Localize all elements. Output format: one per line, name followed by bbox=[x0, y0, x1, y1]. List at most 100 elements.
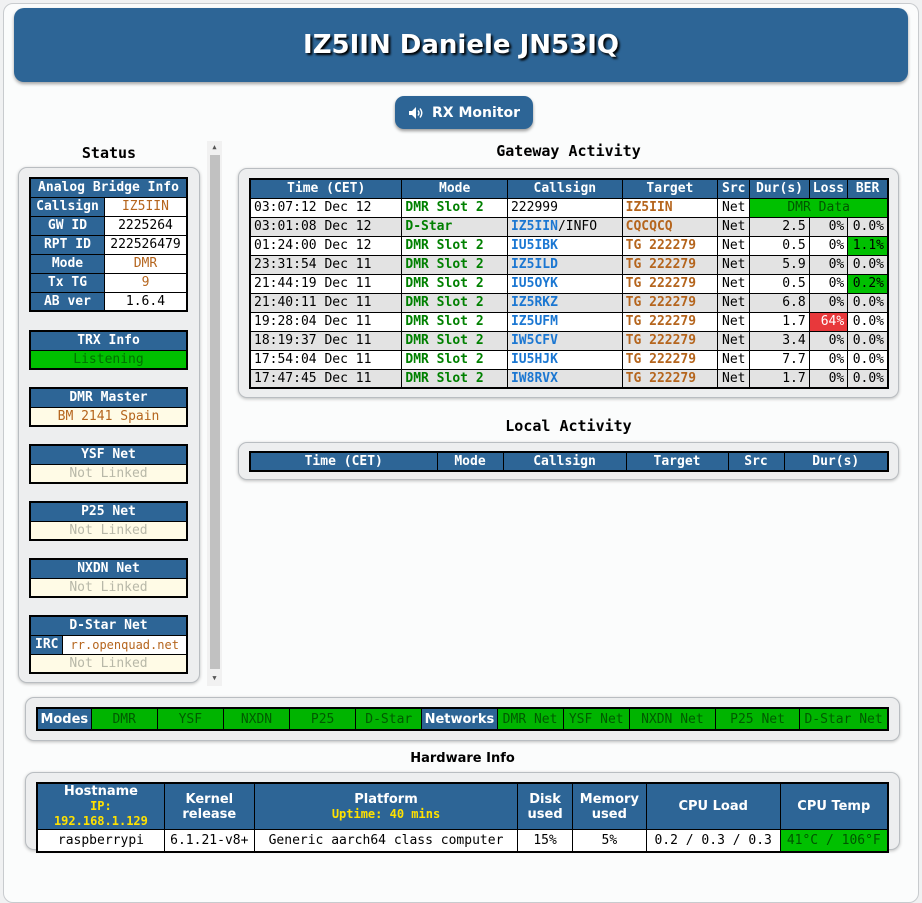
table-row: RPT ID 222526479 bbox=[29, 234, 188, 255]
trx-info-title: TRX Info bbox=[29, 330, 188, 351]
scroll-down-arrow-icon[interactable]: ▼ bbox=[212, 674, 217, 682]
cell-callsign: 222999 bbox=[506, 197, 623, 218]
memory-header: Memory used bbox=[571, 782, 647, 830]
cell-callsign: IZ5IIN/INFO bbox=[506, 216, 623, 237]
cell-dur: 5.9 bbox=[749, 254, 810, 275]
callsign-link[interactable]: IU5IBK bbox=[510, 238, 558, 253]
table-row: 03:07:12 Dec 12 DMR Slot 2 222999 IZ5IIN Net… bbox=[249, 197, 889, 218]
cell-callsign: IU5IBK bbox=[506, 235, 623, 256]
mode-dmr-status: DMR bbox=[90, 707, 158, 731]
memory-value: 5% bbox=[571, 829, 647, 852]
col-src: Src bbox=[727, 451, 785, 472]
cell-src: Net bbox=[717, 330, 751, 351]
cell-target: IZ5IIN bbox=[621, 197, 719, 218]
cell-loss: 0% bbox=[808, 216, 849, 237]
cell-loss: 0% bbox=[808, 330, 849, 351]
callsign-link[interactable]: IU5HJK bbox=[510, 352, 558, 367]
page-title: IZ5IIN Daniele JN53IQ bbox=[303, 30, 619, 60]
cell-dur: 3.4 bbox=[749, 330, 810, 351]
status-scrollbar[interactable]: ▲ ▼ bbox=[207, 141, 222, 686]
speaker-icon bbox=[409, 106, 423, 119]
cell-loss: 0% bbox=[808, 254, 849, 275]
cell-src: Net bbox=[717, 368, 751, 389]
ab-value: 9 bbox=[103, 272, 188, 293]
cell-mode: DMR Slot 2 bbox=[401, 254, 508, 275]
cell-src: Net bbox=[717, 311, 751, 332]
col-mode: Mode bbox=[436, 451, 504, 472]
col-dur: Dur(s) bbox=[783, 451, 889, 472]
cell-dur: 2.5 bbox=[749, 216, 810, 237]
cell-time: 21:40:11 Dec 11 bbox=[249, 292, 403, 313]
col-callsign: Callsign bbox=[502, 451, 627, 472]
scrollbar-thumb[interactable] bbox=[210, 155, 220, 669]
table-row: Tx TG 9 bbox=[29, 272, 188, 293]
ab-label: RPT ID bbox=[29, 234, 105, 255]
cell-dur: 7.7 bbox=[749, 349, 810, 370]
table-row: 23:31:54 Dec 11 DMR Slot 2 IZ5ILD TG 222279… bbox=[249, 254, 889, 275]
ab-value: DMR bbox=[103, 253, 188, 274]
callsign-link[interactable]: IW5CFV bbox=[510, 333, 558, 348]
cell-callsign: IU5OYK bbox=[506, 273, 623, 294]
callsign-link[interactable]: IZ5ILD bbox=[510, 257, 558, 272]
disk-label: Disk bbox=[529, 791, 561, 807]
cell-src: Net bbox=[717, 216, 751, 237]
memory-label-2: used bbox=[591, 806, 627, 822]
ip-address: IP: 192.168.1.129 bbox=[53, 799, 148, 828]
callsign-link[interactable]: IZ5RKZ bbox=[510, 295, 558, 310]
cell-callsign: IZ5RKZ bbox=[506, 292, 623, 313]
ab-value: 2225264 bbox=[103, 215, 188, 236]
cell-mode: DMR Slot 2 bbox=[401, 292, 508, 313]
cell-target: TG 222279 bbox=[621, 311, 719, 332]
callsign-link[interactable]: IU5OYK bbox=[510, 276, 558, 291]
disk-label-2: used bbox=[527, 806, 563, 822]
cell-loss: 0% bbox=[808, 349, 849, 370]
cell-dmr-data: DMR Data bbox=[749, 197, 889, 218]
trx-info-table: TRX Info Listening bbox=[29, 330, 188, 370]
hardware-info-title: Hardware Info bbox=[410, 751, 515, 766]
cell-mode: DMR Slot 2 bbox=[401, 330, 508, 351]
col-loss: Loss bbox=[808, 178, 849, 199]
cell-time: 01:24:00 Dec 12 bbox=[249, 235, 403, 256]
cell-callsign: IZ5UFM bbox=[506, 311, 623, 332]
ysf-net-value: Not Linked bbox=[29, 463, 188, 484]
p25-net-value: Not Linked bbox=[29, 520, 188, 541]
cell-src: Net bbox=[717, 197, 751, 218]
dstar-net-table: D-Star Net IRC rr.openquad.net Not Linke… bbox=[29, 615, 188, 674]
scroll-up-arrow-icon[interactable]: ▲ bbox=[212, 143, 217, 151]
kernel-value: 6.1.21-v8+ bbox=[163, 829, 255, 852]
callsign-link[interactable]: IZ5IIN bbox=[510, 219, 558, 234]
table-row: AB ver 1.6.4 bbox=[29, 291, 188, 312]
gateway-activity-title: Gateway Activity bbox=[496, 142, 641, 160]
cell-callsign: IW5CFV bbox=[506, 330, 623, 351]
nxdn-net-value: Not Linked bbox=[29, 577, 188, 598]
trx-status: Listening bbox=[29, 349, 188, 370]
table-row: 19:28:04 Dec 11 DMR Slot 2 IZ5UFM TG 222279… bbox=[249, 311, 889, 332]
kernel-header: Kernel release bbox=[163, 782, 255, 830]
page-header: IZ5IIN Daniele JN53IQ bbox=[14, 8, 908, 82]
platform-header: Platform Uptime: 40 mins bbox=[253, 782, 519, 830]
cell-time: 17:54:04 Dec 11 bbox=[249, 349, 403, 370]
cell-time: 03:01:08 Dec 12 bbox=[249, 216, 403, 237]
ab-label: Tx TG bbox=[29, 272, 105, 293]
cell-dur: 6.8 bbox=[749, 292, 810, 313]
cell-dur: 1.7 bbox=[749, 311, 810, 332]
dstar-net-title: D-Star Net bbox=[29, 615, 188, 636]
cell-ber: 0.0% bbox=[847, 330, 889, 351]
col-target: Target bbox=[625, 451, 729, 472]
table-row: GW ID 2225264 bbox=[29, 215, 188, 236]
ab-value: 1.6.4 bbox=[103, 291, 188, 312]
callsign-link[interactable]: IW8RVX bbox=[510, 370, 558, 386]
kernel-label-2: release bbox=[182, 806, 237, 822]
cell-src: Net bbox=[717, 349, 751, 370]
analog-bridge-title: Analog Bridge Info bbox=[29, 177, 188, 198]
cell-mode: DMR Slot 2 bbox=[401, 368, 508, 389]
hostname-header: Hostname IP: 192.168.1.129 bbox=[36, 782, 165, 830]
callsign-link[interactable]: IZ5UFM bbox=[510, 314, 558, 329]
cell-ber: 0.0% bbox=[847, 254, 889, 275]
table-row: Callsign IZ5IIN bbox=[29, 196, 188, 217]
cell-callsign: IW8RVX bbox=[506, 368, 623, 389]
rx-monitor-button[interactable]: RX Monitor bbox=[395, 96, 533, 129]
cell-src: Net bbox=[717, 254, 751, 275]
col-src: Src bbox=[717, 178, 751, 199]
ab-label: AB ver bbox=[29, 291, 105, 312]
